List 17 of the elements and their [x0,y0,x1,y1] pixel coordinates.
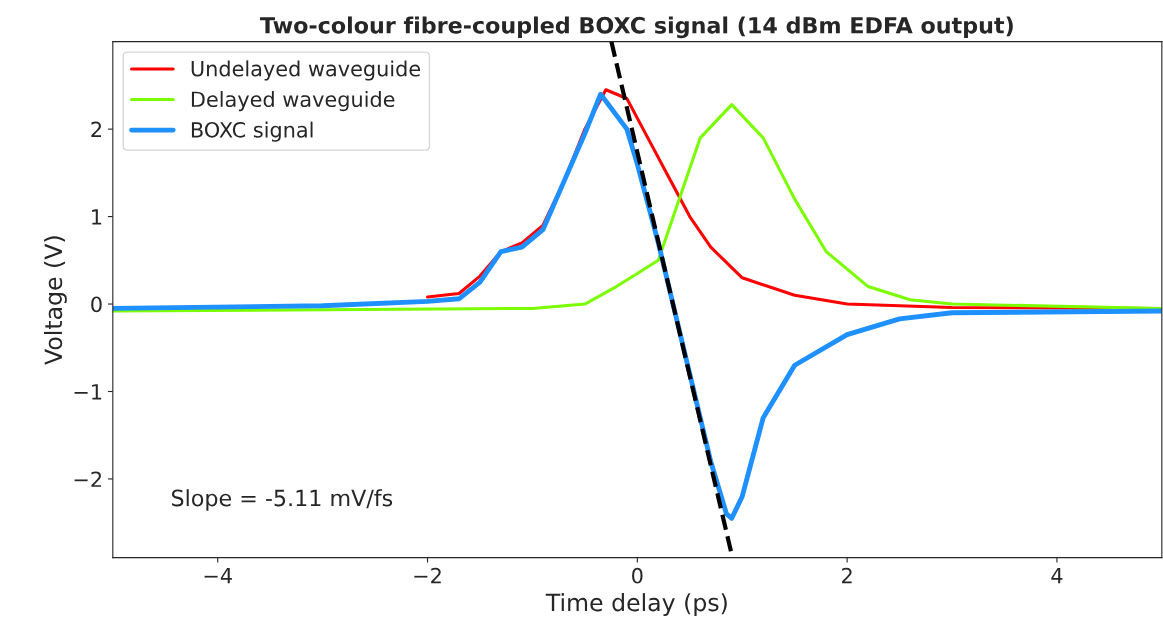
x-axis-title: Time delay (ps) [545,593,727,616]
y-tick-label: 1 [92,209,102,225]
y-tick-label: 0 [91,296,102,313]
x-tick-label: −2 [414,567,441,584]
annotation: Slope = -5.11 mV/fs [171,489,393,511]
x-tick-label: 2 [842,567,852,584]
legend-label: BOXC signal [191,121,313,142]
x-tick-label: −4 [204,568,232,584]
chart-title: Two-colour fibre-coupled BOXC signal (14 dBm EDFA output) [260,16,1013,39]
x-tick-label: 0 [632,567,643,584]
legend-label: Delayed waveguide [191,90,395,112]
y-axis-title: Voltage (V) [43,236,67,365]
y-tick-label: −1 [74,384,102,400]
legend-label: Undelayed waveguide [191,60,421,81]
y-tick-label: −2 [74,471,101,487]
x-tick-label: 4 [1051,568,1063,584]
y-tick-label: 2 [91,121,101,138]
